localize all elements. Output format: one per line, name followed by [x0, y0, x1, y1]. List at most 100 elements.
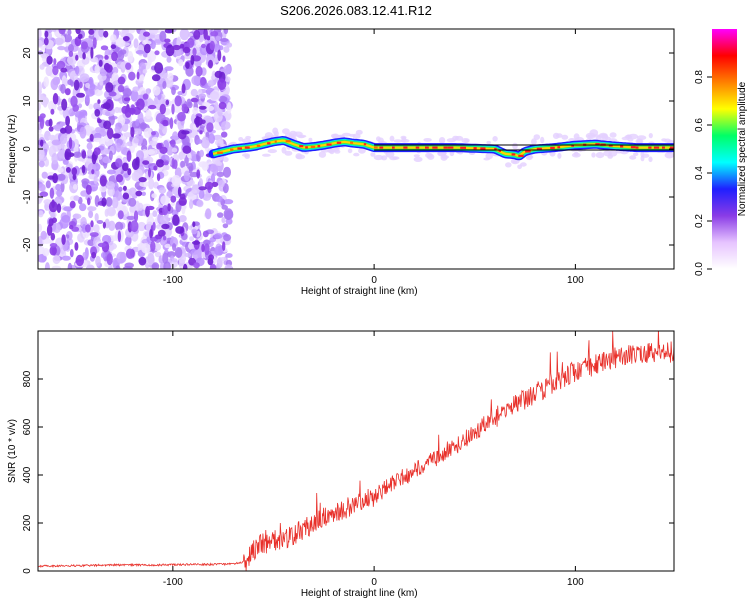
noise-blob-dark	[138, 256, 147, 266]
noise-blob-dark	[65, 115, 70, 127]
noise-blob-dark	[172, 44, 181, 51]
noise-blob-light	[172, 131, 179, 142]
ridge-halo	[609, 132, 617, 138]
noise-blob-light	[122, 29, 130, 33]
noise-blob-dark	[52, 93, 59, 105]
noise-blob-dark	[194, 116, 203, 126]
noise-blob-dark	[217, 78, 227, 90]
ridge-halo	[318, 151, 327, 158]
noise-blob-light	[101, 252, 106, 259]
noise-blob-light	[151, 193, 157, 199]
noise-blob-dark	[143, 31, 150, 37]
ridge-halo	[222, 156, 229, 163]
noise-blob-light	[122, 88, 132, 97]
spectrogram-xtick-label: 100	[567, 275, 584, 286]
noise-blob-light	[128, 197, 137, 207]
noise-blob-light	[73, 195, 80, 201]
noise-blob-light	[215, 195, 223, 203]
noise-blob-light	[87, 239, 95, 247]
noise-blob-light	[186, 98, 192, 107]
colorbar-tick-label: 0.4	[694, 166, 705, 180]
ridge-halo	[573, 133, 580, 140]
noise-blob-dark	[85, 184, 92, 195]
noise-blob-light	[148, 178, 155, 190]
noise-blob-dark	[187, 37, 195, 49]
noise-blob-dark	[148, 104, 157, 110]
noise-blob-light	[95, 255, 101, 267]
noise-blob-dark	[144, 43, 151, 54]
noise-blob-light	[223, 65, 232, 74]
ridge-halo	[641, 153, 650, 158]
noise-blob-dark	[117, 210, 124, 220]
noise-blob-light	[176, 36, 182, 48]
noise-blob-light	[198, 178, 203, 188]
noise-blob-dark	[172, 214, 180, 226]
noise-blob-light	[59, 121, 67, 127]
noise-blob-dark	[117, 84, 125, 93]
snr-ytick-label: 200	[22, 514, 33, 531]
noise-blob-light	[185, 66, 194, 77]
ridge-halo	[603, 150, 612, 157]
ridge-halo	[540, 136, 545, 144]
noise-blob-dark	[78, 81, 83, 89]
noise-blob-dark	[43, 37, 49, 46]
noise-blob-dark	[159, 146, 168, 154]
ridge-halo	[308, 137, 313, 142]
noise-blob-light	[191, 75, 201, 86]
noise-blob-light	[114, 106, 120, 114]
noise-blob-light	[147, 50, 157, 62]
ridge-halo	[628, 133, 639, 140]
noise-blob-light	[40, 230, 47, 240]
noise-blob-dark	[115, 158, 123, 168]
noise-blob-dark	[154, 50, 160, 56]
noise-blob-dark	[181, 83, 186, 94]
noise-blob-light	[108, 220, 116, 231]
noise-blob-dark	[185, 61, 190, 69]
noise-blob-dark	[101, 197, 107, 207]
noise-blob-light	[171, 86, 176, 96]
noise-blob-light	[93, 224, 100, 233]
noise-blob-dark	[169, 117, 174, 130]
noise-blob-dark	[74, 242, 79, 251]
snr-ytick-label: 800	[22, 370, 33, 387]
noise-blob-light	[166, 251, 176, 258]
noise-blob-light	[51, 139, 61, 146]
noise-blob-light	[183, 170, 190, 182]
noise-blob-light	[172, 243, 177, 252]
noise-blob-dark	[61, 98, 68, 111]
noise-blob-light	[87, 148, 93, 157]
noise-blob-light	[38, 183, 46, 192]
ridge-halo	[389, 135, 395, 142]
ridge-halo	[531, 138, 537, 146]
noise-blob-light	[211, 70, 217, 80]
noise-blob-light	[111, 197, 119, 209]
spectrogram-xtick-label: 0	[371, 275, 377, 286]
noise-blob-dark	[117, 230, 122, 243]
noise-blob-dark	[146, 205, 155, 211]
ridge-halo	[561, 134, 569, 140]
noise-blob-light	[99, 78, 104, 86]
noise-blob-dark	[89, 133, 94, 142]
spectrogram-ytick-label: 10	[22, 95, 33, 107]
noise-blob-light	[162, 252, 169, 264]
colorbar-tick-label: 0.0	[694, 262, 705, 276]
noise-blob-light	[57, 46, 66, 51]
noise-blob-light	[85, 82, 90, 89]
noise-blob-dark	[142, 160, 150, 166]
noise-blob-light	[208, 133, 215, 144]
noise-blob-dark	[153, 165, 158, 171]
noise-blob-light	[59, 134, 68, 145]
ridge-halo	[635, 138, 644, 145]
noise-blob-dark	[178, 197, 187, 206]
ridge-halo	[589, 129, 599, 137]
noise-blob-light	[196, 199, 204, 208]
noise-blob-light	[38, 89, 42, 95]
ridge-halo	[282, 128, 290, 135]
ridge-halo	[595, 152, 605, 159]
noise-blob-dark	[152, 221, 156, 231]
noise-blob-light	[67, 79, 74, 86]
noise-blob-dark	[51, 217, 58, 223]
noise-blob-light	[94, 213, 99, 222]
noise-blob-dark	[174, 95, 182, 107]
ridge-halo	[273, 130, 279, 137]
